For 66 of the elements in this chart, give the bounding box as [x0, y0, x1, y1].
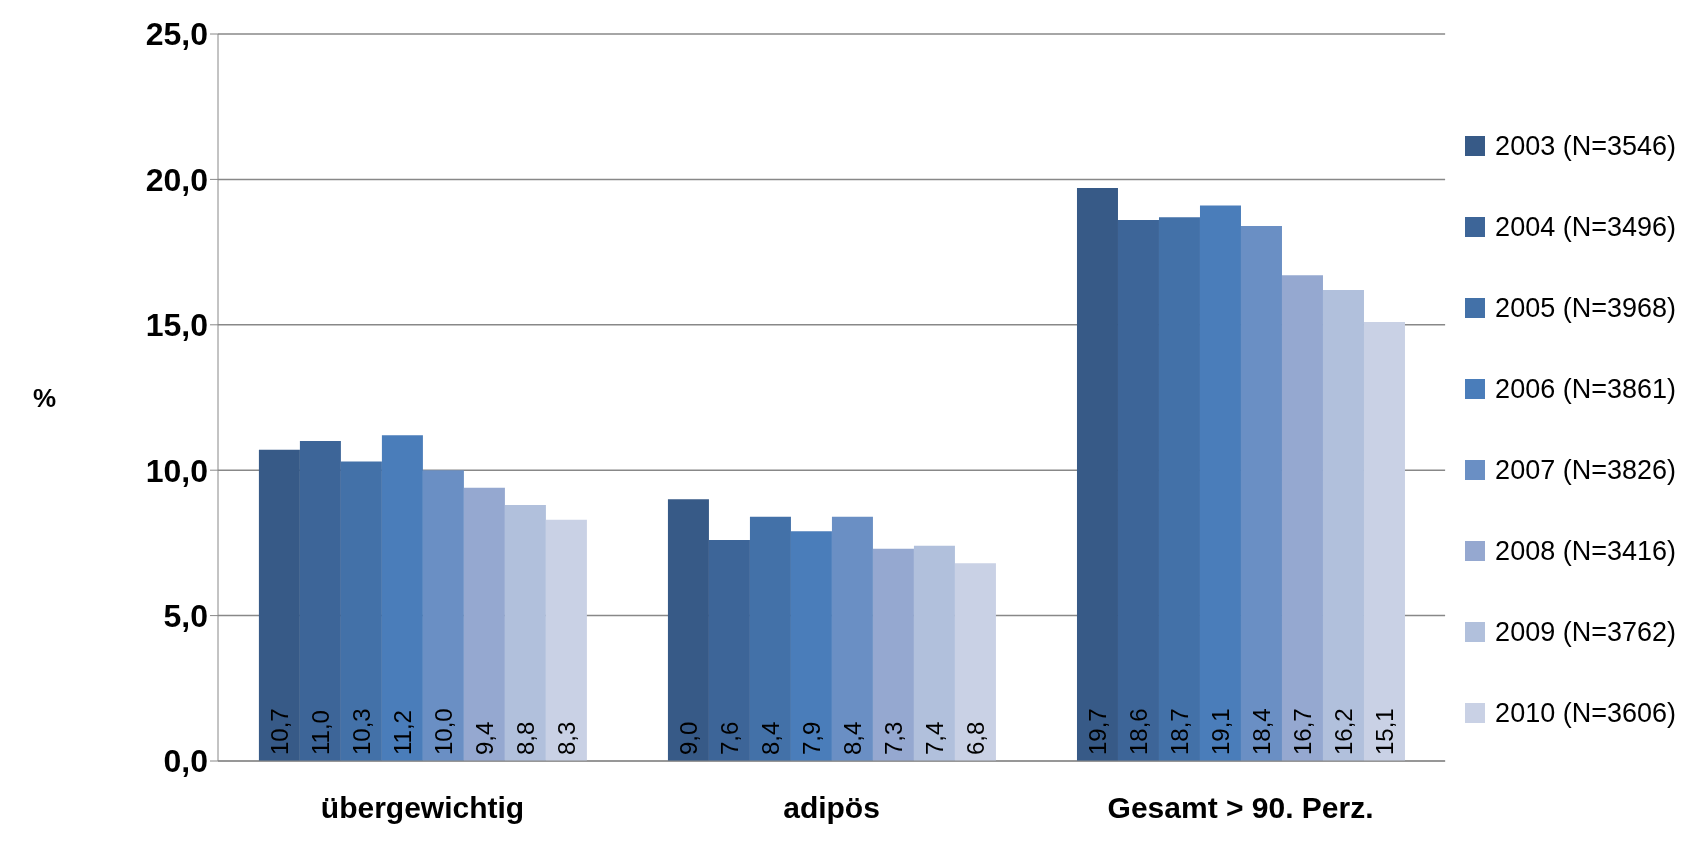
data-label: 15,1 [1370, 708, 1398, 755]
data-label: 10,3 [347, 708, 375, 755]
legend-label: 2010 (N=3606) [1495, 697, 1676, 729]
bar [545, 519, 587, 761]
bar [422, 470, 464, 761]
y-tick-label: 25,0 [145, 16, 208, 53]
bar [708, 539, 750, 761]
bar [1117, 220, 1159, 761]
bar [1363, 321, 1405, 761]
data-label: 9,4 [470, 721, 498, 755]
bar [1158, 217, 1200, 761]
y-tick-label: 0,0 [163, 743, 208, 780]
data-label: 19,1 [1206, 708, 1234, 755]
bar [954, 563, 996, 761]
bar [1281, 275, 1323, 761]
y-tick-label: 20,0 [145, 161, 208, 198]
x-tick-label: adipös [783, 791, 880, 825]
legend-label: 2004 (N=3496) [1495, 211, 1676, 243]
bar [258, 449, 300, 761]
data-label: 18,4 [1247, 708, 1275, 755]
x-tick-label: übergewichtig [320, 791, 525, 825]
bar [667, 499, 709, 761]
data-label: 9,0 [674, 721, 702, 755]
bar [381, 435, 423, 761]
data-label: 18,7 [1165, 708, 1193, 755]
data-label: 19,7 [1083, 708, 1111, 755]
bar [790, 531, 832, 761]
bar [749, 516, 791, 761]
bar [299, 441, 341, 761]
y-tick-label: 15,0 [145, 307, 208, 344]
data-label: 8,8 [511, 721, 539, 755]
data-label: 11,2 [388, 710, 416, 755]
data-label: 10,7 [265, 708, 293, 755]
y-tick-label: 5,0 [163, 597, 208, 634]
data-label: 8,4 [838, 721, 866, 755]
x-tick-label: Gesamt > 90. Perz. [1107, 791, 1374, 825]
data-label: 7,4 [920, 721, 948, 755]
data-label: 7,6 [715, 721, 743, 755]
data-label: 18,6 [1124, 708, 1152, 755]
data-label: 7,9 [797, 721, 825, 755]
bar [463, 487, 505, 761]
bar [872, 548, 914, 761]
bar [1322, 289, 1364, 761]
data-label: 11,0 [306, 710, 334, 755]
legend-label: 2008 (N=3416) [1495, 535, 1676, 567]
bar [913, 545, 955, 761]
y-axis-title: % [33, 382, 57, 413]
bar [831, 516, 873, 761]
data-label: 16,2 [1329, 708, 1357, 755]
data-label: 6,8 [961, 721, 989, 755]
legend-label: 2003 (N=3546) [1495, 130, 1676, 162]
data-label: 7,3 [879, 721, 907, 755]
bar [1076, 188, 1118, 761]
legend-label: 2005 (N=3968) [1495, 292, 1676, 324]
y-tick-label: 10,0 [145, 452, 208, 489]
data-label: 8,3 [552, 721, 580, 755]
legend-label: 2007 (N=3826) [1495, 454, 1676, 486]
bar [504, 505, 546, 761]
legend-label: 2006 (N=3861) [1495, 373, 1676, 405]
bar [340, 461, 382, 761]
bar [1199, 205, 1241, 761]
data-label: 8,4 [756, 721, 784, 755]
bar [1240, 225, 1282, 761]
data-label: 16,7 [1288, 708, 1316, 755]
legend-label: 2009 (N=3762) [1495, 616, 1676, 648]
data-label: 10,0 [429, 708, 457, 755]
